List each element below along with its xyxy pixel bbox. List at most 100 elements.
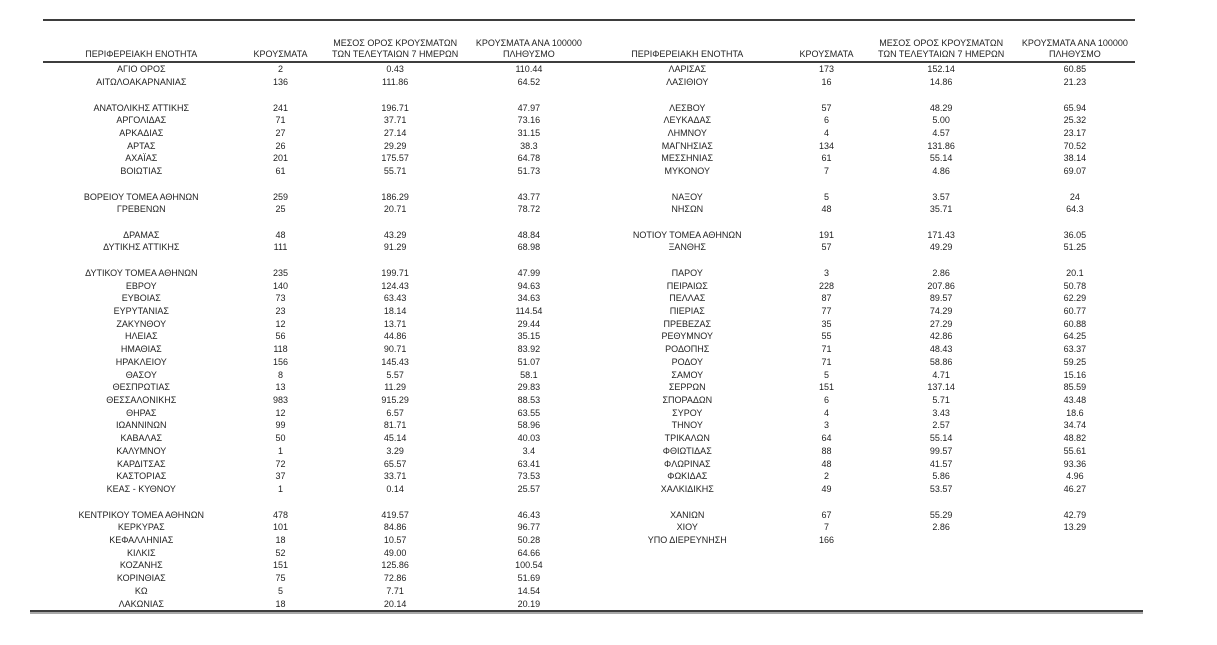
region-cell: ΓΡΕΒΕΝΩΝ — [116, 204, 166, 215]
avg7-cell: 124.43 — [381, 280, 409, 291]
per100k-cell: 51.25 — [1063, 242, 1087, 253]
region-cell: ΗΛΕΙΑΣ — [124, 331, 158, 342]
table-row: ΕΥΡΥΤΑΝΙΑΣ 23 18.14 114.54 — [43, 305, 589, 318]
table-row: ΥΠΟ ΔΙΕΡΕΥΝΗΣΗ 166 — [589, 534, 1135, 547]
per100k-cell: 38.3 — [520, 140, 538, 151]
table-row: ΛΑΡΙΣΑΣ 173 152.14 60.85 — [589, 63, 1135, 76]
per100k-cell: 4.96 — [1066, 471, 1084, 482]
avg7-cell: 111.86 — [382, 77, 409, 88]
per100k-cell: 43.48 — [1063, 395, 1087, 406]
cases-cell: 259 — [272, 191, 288, 202]
avg7-cell: 10.57 — [383, 534, 407, 545]
per100k-cell: 18.6 — [1066, 407, 1084, 418]
per100k-cell: 51.73 — [517, 166, 541, 177]
per100k-cell: 50.78 — [1063, 280, 1087, 291]
region-cell: ΧΙΟΥ — [676, 522, 698, 533]
spacer-row — [43, 216, 589, 229]
per100k-cell: 48.84 — [517, 229, 541, 240]
spacer-row — [589, 495, 1135, 508]
spacer-row — [43, 495, 589, 508]
table-row: ΛΕΣΒΟΥ 57 48.29 65.94 — [589, 101, 1135, 114]
per100k-cell: 46.43 — [517, 509, 541, 520]
per100k-cell: 65.94 — [1063, 102, 1087, 113]
per100k-cell: 93.36 — [1063, 458, 1087, 469]
table-row: ΞΑΝΘΗΣ 57 49.29 51.25 — [589, 241, 1135, 254]
per100k-cell: 3.4 — [522, 445, 536, 456]
table-row: ΧΑΝΙΩΝ 67 55.29 42.79 — [589, 508, 1135, 521]
per100k-cell: 73.53 — [517, 471, 541, 482]
region-cell: ΞΑΝΘΗΣ — [668, 242, 706, 253]
cases-cell: 151 — [272, 560, 288, 571]
avg7-cell: 5.86 — [932, 471, 950, 482]
cases-cell: 6 — [823, 115, 829, 126]
avg7-cell: 175.57 — [381, 153, 409, 164]
cases-cell: 151 — [818, 382, 834, 393]
per100k-cell: 51.69 — [517, 573, 541, 584]
table-row: ΡΕΘΥΜΝΟΥ 55 42.86 64.25 — [589, 330, 1135, 343]
cases-cell: 5 — [823, 191, 829, 202]
per100k-cell: 64.25 — [1063, 331, 1087, 342]
table-row: ΙΩΑΝΝΙΝΩΝ 99 81.71 58.96 — [43, 419, 589, 432]
cases-cell: 5 — [277, 585, 283, 596]
per100k-cell: 110.44 — [515, 64, 543, 75]
avg7-cell: 48.29 — [929, 102, 953, 113]
per100k-cell: 58.1 — [520, 369, 538, 380]
column-header-cases: ΚΡΟΥΣΜΑΤΑ — [253, 48, 308, 59]
avg7-cell: 55.14 — [929, 153, 953, 164]
table-row: ΘΕΣΣΑΛΟΝΙΚΗΣ 983 915.29 88.53 — [43, 394, 589, 407]
cases-cell: 156 — [272, 356, 288, 367]
avg7-cell: 4.71 — [932, 369, 950, 380]
per100k-cell: 47.97 — [517, 102, 541, 113]
spacer-row — [589, 177, 1135, 190]
region-cell: ΗΜΑΘΙΑΣ — [120, 344, 162, 355]
cases-cell: 101 — [272, 522, 288, 533]
per100k-cell: 38.14 — [1063, 153, 1087, 164]
avg7-cell: 27.29 — [929, 318, 953, 329]
avg7-cell: 99.57 — [929, 445, 953, 456]
region-cell: ΜΕΣΣΗΝΙΑΣ — [661, 153, 714, 164]
table-row: ΜΑΓΝΗΣΙΑΣ 134 131.86 70.52 — [589, 139, 1135, 152]
per100k-cell: 51.07 — [517, 356, 541, 367]
region-cell: ΕΥΡΥΤΑΝΙΑΣ — [113, 306, 169, 317]
per100k-cell: 69.07 — [1063, 166, 1087, 177]
avg7-cell: 5.00 — [932, 115, 950, 126]
avg7-cell: 207.86 — [927, 280, 955, 291]
cases-cell: 478 — [272, 509, 288, 520]
avg7-cell: 145.43 — [381, 356, 409, 367]
region-cell: ΑΡΓΟΛΙΔΑΣ — [116, 115, 167, 126]
regional-cases-table: ΠΕΡΙΦΕΡΕΙΑΚΗ ΕΝΟΤΗΤΑ ΚΡΟΥΣΜΑΤΑ ΜΕΣΟΣ ΟΡΟ… — [30, 19, 1143, 612]
region-cell: ΡΕΘΥΜΝΟΥ — [661, 331, 713, 342]
cases-cell: 37 — [275, 471, 286, 482]
per100k-cell: 100.54 — [515, 560, 543, 571]
per100k-cell: 85.59 — [1063, 382, 1087, 393]
table-row: ΚΟΖΑΝΗΣ 151 125.86 100.54 — [43, 559, 589, 572]
region-cell: ΔΥΤΙΚΗΣ ΑΤΤΙΚΗΣ — [103, 242, 180, 253]
per100k-cell: 15.16 — [1063, 369, 1087, 380]
avg7-cell: 3.43 — [932, 407, 950, 418]
table-row: ΤΗΝΟΥ 3 2.57 34.74 — [589, 419, 1135, 432]
region-cell: ΚΕΦΑΛΛΗΝΙΑΣ — [109, 534, 174, 545]
table-row: ΣΥΡΟΥ 4 3.43 18.6 — [589, 406, 1135, 419]
column-header-per-100000: ΚΡΟΥΣΜΑΤΑ ΑΝΑ 100000 ΠΛΗΘΥΣΜΟ — [1021, 38, 1128, 59]
per100k-cell: 59.25 — [1063, 356, 1087, 367]
region-cell: ΠΡΕΒΕΖΑΣ — [663, 318, 712, 329]
table-top-rule — [43, 19, 1135, 21]
avg7-cell: 53.57 — [929, 484, 953, 495]
cases-cell: 35 — [821, 318, 832, 329]
table-row: ΤΡΙΚΑΛΩΝ 64 55.14 48.82 — [589, 432, 1135, 445]
avg7-cell: 55.14 — [929, 433, 953, 444]
cases-cell: 26 — [275, 140, 286, 151]
per100k-cell: 94.63 — [517, 280, 541, 291]
avg7-cell: 43.29 — [383, 229, 407, 240]
column-header-region: ΠΕΡΙΦΕΡΕΙΑΚΗ ΕΝΟΤΗΤΑ — [85, 48, 198, 59]
avg7-cell: 91.29 — [383, 242, 407, 253]
table-row: ΕΥΒΟΙΑΣ 73 63.43 34.63 — [43, 292, 589, 305]
table-body: ΑΓΙΟ ΟΡΟΣ 2 0.43 110.44 ΑΙΤΩΛΟΑΚΑΡΝΑΝΙΑΣ 136 1… — [43, 63, 1135, 610]
cases-cell: 88 — [821, 445, 832, 456]
avg7-cell: 33.71 — [383, 471, 407, 482]
per100k-cell: 60.88 — [1063, 318, 1087, 329]
avg7-cell: 27.14 — [383, 127, 407, 138]
cases-cell: 12 — [275, 407, 286, 418]
per100k-cell: 63.37 — [1063, 344, 1087, 355]
